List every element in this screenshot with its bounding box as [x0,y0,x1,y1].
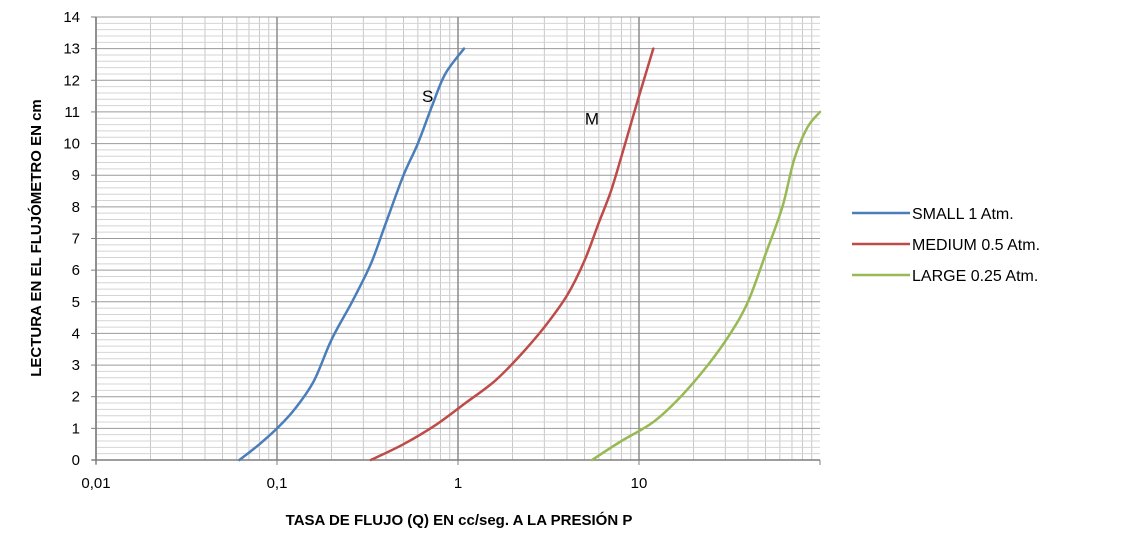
y-tick-label: 6 [72,262,80,279]
y-axis-title: LECTURA EN EL FLUJÓMETRO EN cm [27,99,45,377]
y-tick-label: 2 [72,389,80,406]
x-tick-label: 1 [454,475,462,492]
y-tick-label: 8 [72,199,80,216]
series-line-0 [238,47,466,462]
y-tick-label: 0 [72,452,80,469]
y-tick-label: 7 [72,231,80,248]
axes [91,16,821,465]
legend-label-1: MEDIUM 0.5 Atm. [912,237,1040,254]
x-tick-label: 10 [631,475,648,492]
x-axis-title: TASA DE FLUJO (Q) EN cc/seg. A LA PRESIÓ… [286,511,633,529]
annotation-label-0: S [422,87,433,106]
y-tick-label: 14 [63,9,80,26]
y-tick-label: 9 [72,167,80,184]
series-layer [238,47,822,462]
y-tick-label: 13 [63,41,80,58]
y-tick-label: 3 [72,357,80,374]
y-tick-label: 5 [72,294,80,311]
series-line-2 [590,110,822,462]
legend-label-0: SMALL 1 Atm. [912,206,1014,223]
y-tick-label: 11 [64,104,80,121]
y-tick-label: 10 [63,136,80,153]
legend-label-2: LARGE 0.25 Atm. [912,268,1038,285]
legend: SMALL 1 Atm. MEDIUM 0.5 Atm. LARGE 0.25 At… [852,206,1040,285]
y-tick-label: 4 [72,325,80,342]
annotation-label-1: M [585,109,599,128]
y-tick-label: 12 [63,72,80,89]
x-tick-label: 0,01 [81,475,110,492]
x-tick-label: 0,1 [267,475,288,492]
series-line-1 [369,47,655,462]
y-tick-label: 1 [72,420,80,437]
annotations: SM [422,87,599,128]
